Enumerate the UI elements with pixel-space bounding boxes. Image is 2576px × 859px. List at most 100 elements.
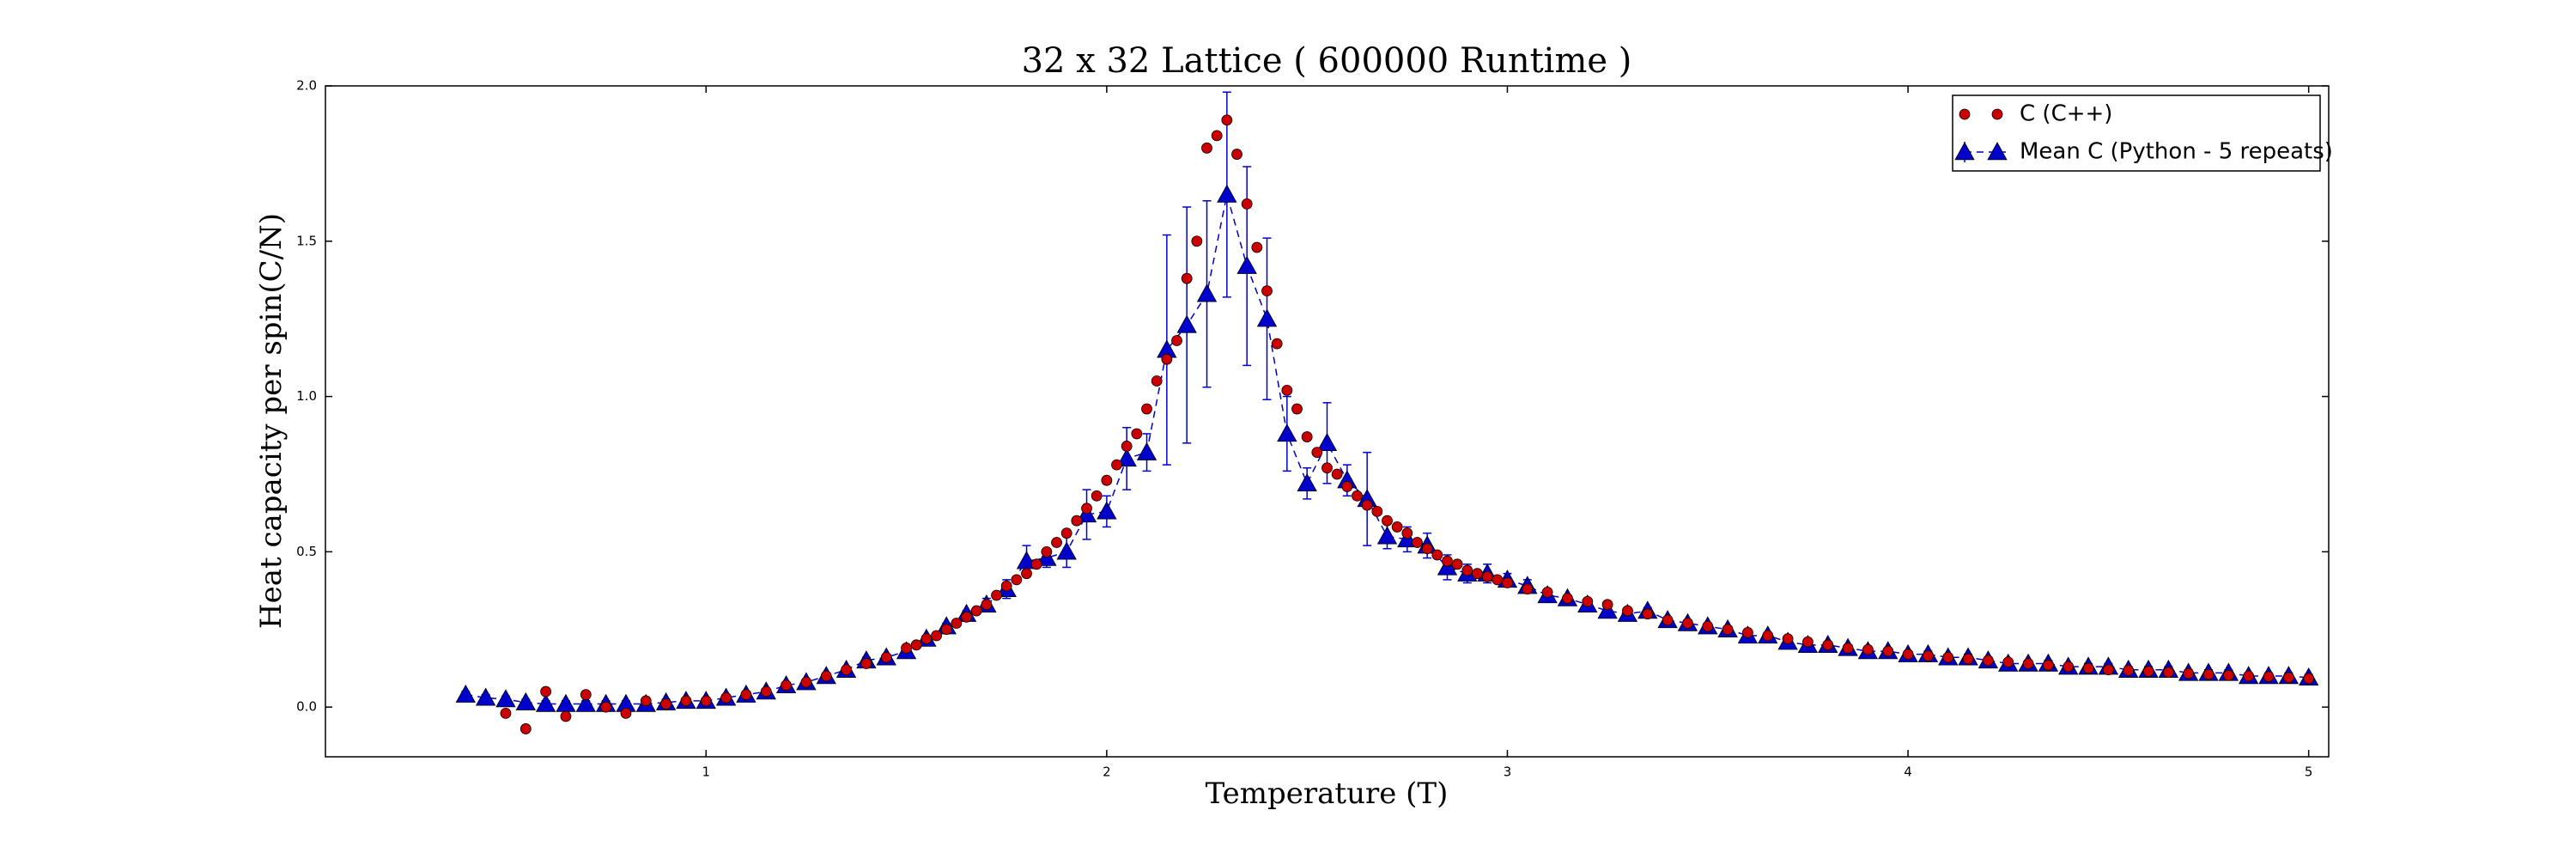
- circle-marker: [1842, 643, 1854, 654]
- triangle-marker: [575, 693, 596, 712]
- circle-marker: [1231, 149, 1242, 160]
- x-tick-label: 5: [2305, 765, 2313, 780]
- circle-marker: [1341, 481, 1353, 492]
- circle-marker: [1121, 441, 1133, 452]
- circle-marker: [1201, 142, 1212, 154]
- circle-marker: [991, 589, 1002, 601]
- circle-marker: [1401, 527, 1413, 539]
- circle-marker: [2263, 671, 2275, 683]
- circle-marker: [841, 664, 852, 676]
- circle-marker: [1802, 636, 1814, 648]
- triangle-marker: [1236, 255, 1257, 274]
- triangle-marker: [1277, 423, 1297, 442]
- circle-marker: [1682, 618, 1693, 629]
- plot-frame: [325, 85, 2330, 758]
- circle-marker: [1782, 633, 1794, 645]
- circle-marker: [1642, 608, 1654, 620]
- circle-marker: [1151, 375, 1163, 387]
- circle-marker: [1030, 558, 1042, 570]
- circle-marker: [2282, 672, 2294, 684]
- circle-marker: [2183, 667, 2195, 679]
- circle-marker: [1081, 503, 1092, 515]
- triangle-marker: [1136, 442, 1157, 460]
- circle-marker: [1962, 653, 1974, 665]
- x-tick-label: 2: [1103, 765, 1111, 780]
- circle-marker: [1382, 515, 1393, 527]
- circle-marker: [1431, 549, 1443, 561]
- circle-marker: [1662, 614, 1674, 626]
- triangle-marker: [1376, 526, 1398, 545]
- circle-marker: [1141, 403, 1152, 415]
- circle-marker: [1442, 555, 1453, 567]
- circle-marker: [1391, 521, 1403, 533]
- circle-marker: [1902, 649, 1914, 661]
- series-line: [465, 194, 2309, 705]
- triangle-marker: [1217, 184, 1237, 203]
- circle-marker: [500, 707, 512, 719]
- circle-marker: [1371, 505, 1383, 517]
- triangle-marker: [1297, 472, 1317, 492]
- circle-marker: [931, 630, 942, 642]
- x-tick-label: 4: [1904, 765, 1912, 780]
- circle-marker: [1541, 586, 1553, 598]
- circle-marker: [2243, 670, 2255, 682]
- circle-marker: [2002, 656, 2014, 668]
- circle-marker: [1271, 338, 1283, 350]
- circle-marker: [740, 689, 752, 701]
- circle-marker: [2202, 668, 2215, 680]
- circle-marker: [1762, 630, 1774, 642]
- triangle-marker: [1316, 432, 1338, 452]
- circle-marker: [951, 618, 963, 629]
- circle-marker: [1331, 468, 1343, 480]
- triangle-marker: [455, 684, 476, 703]
- circle-marker: [1051, 537, 1062, 548]
- triangle-marker: [1056, 541, 1077, 560]
- circle-marker: [1111, 459, 1122, 471]
- triangle-marker: [1196, 283, 1218, 302]
- circle-marker: [1942, 651, 1954, 663]
- circle-marker: [1361, 499, 1373, 511]
- circle-marker: [1261, 285, 1273, 297]
- circle-marker: [1091, 490, 1103, 502]
- circle-marker: [1562, 593, 1573, 604]
- y-tick-label: 1.0: [296, 388, 317, 404]
- chart-title: 32 x 32 Lattice ( 600000 Runtime ): [1022, 41, 1632, 81]
- circle-marker: [860, 658, 872, 669]
- triangle-marker: [1097, 501, 1117, 520]
- circle-marker: [1959, 108, 1971, 120]
- circle-marker: [620, 707, 632, 719]
- circle-marker: [1461, 564, 1473, 576]
- circle-marker: [600, 701, 612, 713]
- circle-marker: [1742, 626, 1753, 638]
- circle-marker: [2162, 667, 2174, 679]
- circle-marker: [2082, 662, 2094, 674]
- triangle-marker: [1256, 308, 1278, 327]
- circle-marker: [1021, 568, 1032, 580]
- circle-marker: [760, 685, 772, 698]
- triangle-marker: [535, 693, 556, 712]
- circle-marker: [660, 698, 672, 710]
- circle-marker: [1000, 580, 1012, 592]
- circle-marker: [1991, 108, 2003, 120]
- circle-marker: [540, 685, 552, 698]
- circle-marker: [1822, 639, 1834, 651]
- circle-marker: [1882, 645, 1894, 657]
- circle-marker: [970, 605, 982, 617]
- circle-marker: [2042, 659, 2054, 671]
- circle-marker: [1421, 543, 1433, 555]
- triangle-marker: [495, 689, 516, 708]
- circle-marker: [910, 639, 922, 651]
- circle-marker: [981, 599, 993, 611]
- y-axis-label: Heat capacity per spin(C/N): [254, 213, 289, 629]
- circle-marker: [1221, 114, 1233, 126]
- circle-marker: [1722, 624, 1734, 636]
- circle-marker: [2022, 658, 2034, 669]
- x-tick-label: 3: [1504, 765, 1512, 780]
- circle-marker: [1291, 403, 1303, 415]
- circle-marker: [1071, 515, 1083, 527]
- y-tick-label: 1.5: [296, 233, 317, 248]
- circle-marker: [1281, 384, 1293, 396]
- circle-marker: [1472, 568, 1483, 580]
- circle-marker: [1241, 198, 1253, 210]
